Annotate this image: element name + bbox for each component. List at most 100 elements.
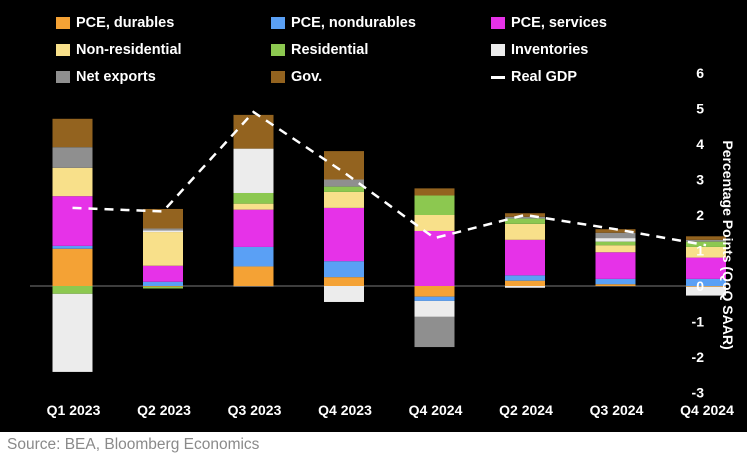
bar-segment-gov: [414, 188, 455, 196]
bar-segment-non-residential: [686, 246, 726, 258]
bar-segment-inventories: [52, 293, 93, 372]
y-tick-label: 3: [696, 172, 704, 188]
bar-segment-residential: [52, 286, 93, 294]
bar-segment-pce-durables: [595, 284, 636, 286]
legend-label: Inventories: [511, 42, 589, 58]
bar-segment-net-exports: [505, 216, 545, 219]
legend-swatch: [491, 44, 505, 56]
bar-segment-pce-nondurables: [505, 275, 545, 281]
bar-segment-inventories: [143, 230, 183, 233]
bar-segment-pce-durables: [686, 286, 726, 287]
legend-label: Net exports: [76, 69, 156, 85]
bar-segment-residential: [233, 192, 274, 204]
legend-item-pce-services: PCE, services: [491, 14, 607, 32]
y-axis-label: Percentage Points (QoQ SAAR): [720, 140, 736, 350]
source-note: Source: BEA, Bloomberg Economics: [7, 436, 260, 453]
y-tick-label: -3: [692, 385, 705, 401]
bar-segment-pce-nondurables: [233, 246, 274, 267]
legend-swatch: [271, 44, 285, 56]
bar-segment-inventories: [233, 148, 274, 193]
bar-segment-pce-nondurables: [143, 281, 183, 286]
y-tick-label: -2: [692, 349, 705, 365]
legend-swatch: [491, 17, 505, 29]
bar-segment-pce-nondurables: [595, 278, 636, 285]
legend-label: PCE, nondurables: [291, 15, 416, 31]
bar-segment-residential: [414, 195, 455, 215]
bar-segment-non-residential: [324, 191, 364, 208]
bar-segment-pce-durables: [233, 266, 274, 286]
bar-segment-residential: [324, 186, 364, 192]
x-tick-label: Q4 2024: [409, 402, 463, 418]
bar-segment-pce-nondurables: [686, 278, 726, 286]
bar-segment-non-residential: [52, 167, 93, 197]
bar-segment-non-residential: [233, 203, 274, 210]
legend-item-net-exports: Net exports: [56, 68, 156, 86]
legend-item-pce-nondurables: PCE, nondurables: [271, 14, 416, 32]
legend-item-real-gdp: Real GDP: [491, 68, 577, 86]
bar-segment-pce-services: [414, 230, 455, 286]
y-tick-label: 0: [696, 278, 704, 294]
bar-segment-pce-durables: [143, 286, 183, 287]
bar-segment-gov: [52, 118, 93, 148]
bar-segment-residential: [595, 241, 636, 246]
bar-segment-pce-services: [686, 257, 726, 279]
legend-label: Residential: [291, 42, 369, 58]
x-tick-label: Q1 2023: [47, 402, 101, 418]
bar-segment-net-exports: [143, 228, 183, 231]
bar-segment-pce-services: [324, 207, 364, 262]
bar-segment-pce-durables: [414, 286, 455, 297]
bar-segment-gov: [324, 151, 364, 180]
bar-segment-pce-durables: [324, 277, 364, 286]
bar-segment-net-exports: [52, 147, 93, 168]
legend-label: PCE, services: [511, 15, 607, 31]
bar-segment-inventories: [686, 286, 726, 296]
bar-segment-pce-services: [143, 265, 183, 282]
y-tick-label: 4: [696, 136, 704, 152]
bar-segment-non-residential: [595, 245, 636, 253]
bar-segment-non-residential: [143, 232, 183, 266]
legend-item-non-residential: Non-residential: [56, 41, 182, 59]
bar-segment-pce-services: [233, 209, 274, 247]
legend-label: Gov.: [291, 69, 323, 85]
x-tick-label: Q2 2023: [137, 402, 191, 418]
y-tick-label: -1: [692, 314, 705, 330]
legend-item-inventories: Inventories: [491, 41, 588, 59]
y-tick-label: 6: [696, 65, 704, 81]
x-tick-label: Q4 2023: [318, 402, 372, 418]
bar-segment-pce-nondurables: [52, 245, 93, 249]
legend-swatch: [56, 44, 70, 56]
bar-segment-pce-nondurables: [324, 261, 364, 278]
y-tick-label: 2: [696, 207, 704, 223]
bar-segment-pce-services: [52, 196, 93, 246]
bar-segment-net-exports: [324, 179, 364, 187]
y-tick-label: 5: [696, 101, 704, 117]
chart-panel: PCE, durables PCE, nondurables PCE, servic…: [0, 0, 747, 432]
x-tick-label: Q3 2024: [590, 402, 644, 418]
legend-label: PCE, durables: [76, 15, 175, 31]
bar-segment-gov: [505, 213, 545, 217]
y-tick-label: 1: [696, 243, 704, 259]
bar-segment-inventories: [595, 238, 636, 242]
bar-segment-gov: [686, 236, 726, 240]
legend-item-residential: Residential: [271, 41, 368, 59]
bar-segment-gov: [595, 229, 636, 233]
bar-segment-residential: [505, 218, 545, 224]
bar-segment-inventories: [505, 286, 545, 288]
chart-plot: -3 -2 -1 0 1 2 3 4 5 6 Q1 2023 Q2 2023 Q3 2023 Q4 202…: [30, 65, 734, 418]
legend-label: Non-residential: [76, 42, 182, 58]
x-tick-label: Q2 2024: [499, 402, 553, 418]
legend-item-gov: Gov.: [271, 68, 322, 86]
legend-swatch: [271, 17, 285, 29]
legend-label: Real GDP: [511, 69, 578, 85]
x-tick-label: Q3 2023: [228, 402, 282, 418]
bar-segment-residential: [143, 286, 183, 289]
legend-swatch: [271, 71, 285, 83]
bar-segment-gov: [143, 208, 183, 229]
bar-segment-pce-services: [595, 252, 636, 279]
legend-swatch: [56, 17, 70, 29]
bar-segment-pce-nondurables: [414, 296, 455, 301]
bar-segment-pce-services: [505, 239, 545, 276]
x-tick-label: Q4 2024: [680, 402, 734, 418]
bar-segment-inventories: [324, 286, 364, 302]
